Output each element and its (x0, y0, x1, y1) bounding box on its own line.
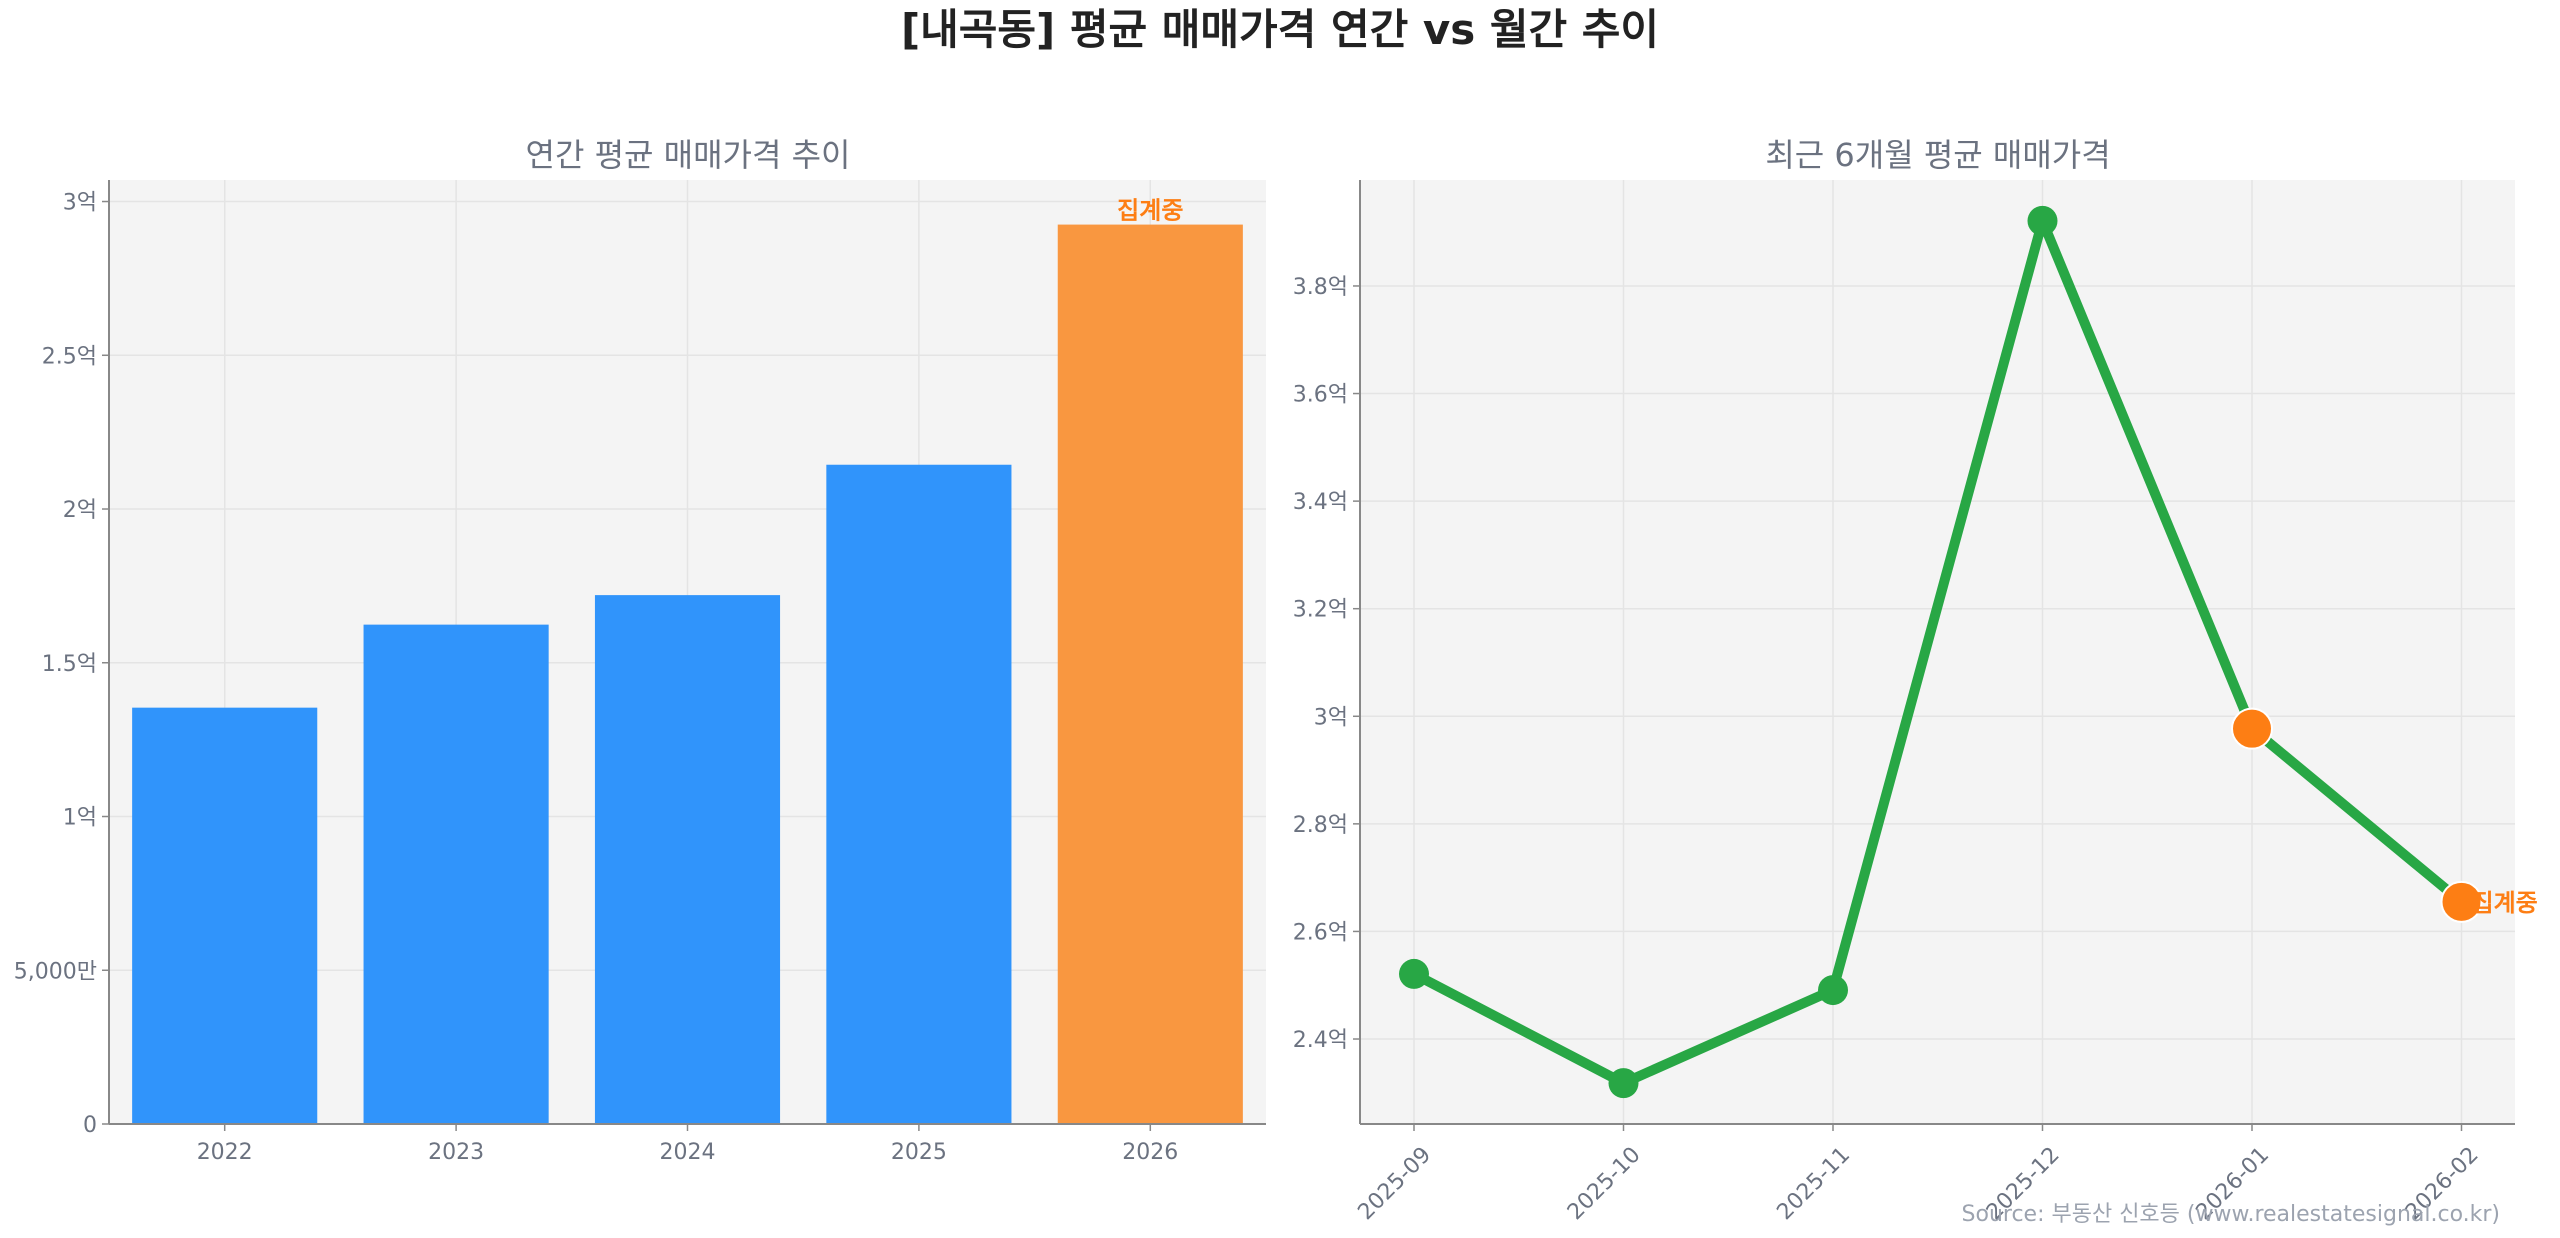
y-tick-label: 3.4억 (1293, 490, 1348, 515)
point-2025-10 (1608, 1068, 1639, 1099)
y-tick-label: 3억 (1314, 705, 1348, 730)
x-tick-label: 2025-10 (1563, 1142, 1646, 1225)
y-tick-label: 5,000만 (14, 959, 97, 984)
point-2026-02 (2440, 880, 2483, 923)
y-tick-label: 2억 (63, 498, 97, 523)
point-2025-11 (1818, 975, 1848, 1006)
y-tick-label: 3.6억 (1293, 383, 1348, 408)
x-tick-label: 2026 (1122, 1140, 1178, 1165)
source-text: Source: 부동산 신호등 (www.realestatesignal.co… (1962, 1202, 2500, 1227)
x-tick-label: 2023 (428, 1140, 484, 1165)
x-tick-label: 2025 (891, 1140, 947, 1165)
y-tick-label: 3.2억 (1293, 598, 1348, 623)
y-tick-label: 2.6억 (1293, 920, 1348, 945)
point-2025-09 (1399, 958, 1429, 989)
plot-area (1360, 180, 2515, 1124)
bar-2024 (594, 595, 781, 1124)
y-tick-label: 3억 (63, 191, 97, 216)
bar-2026 (1057, 224, 1243, 1125)
y-tick-label: 1억 (63, 806, 97, 831)
partial-annotation: 집계중 (2472, 889, 2538, 917)
y-tick-label: 1.5억 (42, 652, 97, 677)
y-tick-label: 2.5억 (42, 344, 97, 369)
series-line (1411, 215, 2465, 1089)
y-tick-label: 0 (83, 1113, 97, 1138)
figure-title: [내곡동] 평균 매매가격 연간 vs 월간 추이 (901, 5, 1659, 54)
monthly-line-chart: 2.4억 2.6억 2.8억 3억 3.2억 3.4억 3.6억 3.8억 2025-09 202… (1293, 180, 2538, 1225)
y-tick-label: 2.4억 (1293, 1028, 1348, 1053)
partial-annotation: 집계중 (1117, 197, 1183, 225)
bar-2022 (132, 707, 318, 1124)
point-2026-01 (2231, 707, 2273, 750)
x-tick-label: 2025-09 (1353, 1142, 1436, 1225)
x-tick-label: 2024 (660, 1140, 716, 1165)
bar-2025 (826, 464, 1012, 1125)
subplot-title-annual: 연간 평균 매매가격 추이 (526, 136, 851, 174)
y-tick-label: 3.8억 (1293, 275, 1348, 300)
bar-2023 (363, 624, 549, 1124)
x-tick-label: 2025-11 (1772, 1142, 1855, 1225)
point-2025-12 (2027, 205, 2058, 236)
y-tick-label: 2.8억 (1293, 813, 1348, 838)
annual-bar-chart: 0 5,000만 1억 1.5억 2억 2.5억 3억 2022 2023 2024 2025 202… (14, 180, 1266, 1165)
subplot-title-monthly: 최근 6개월 평균 매매가격 (1765, 136, 2110, 174)
x-tick-label: 2022 (197, 1140, 253, 1165)
